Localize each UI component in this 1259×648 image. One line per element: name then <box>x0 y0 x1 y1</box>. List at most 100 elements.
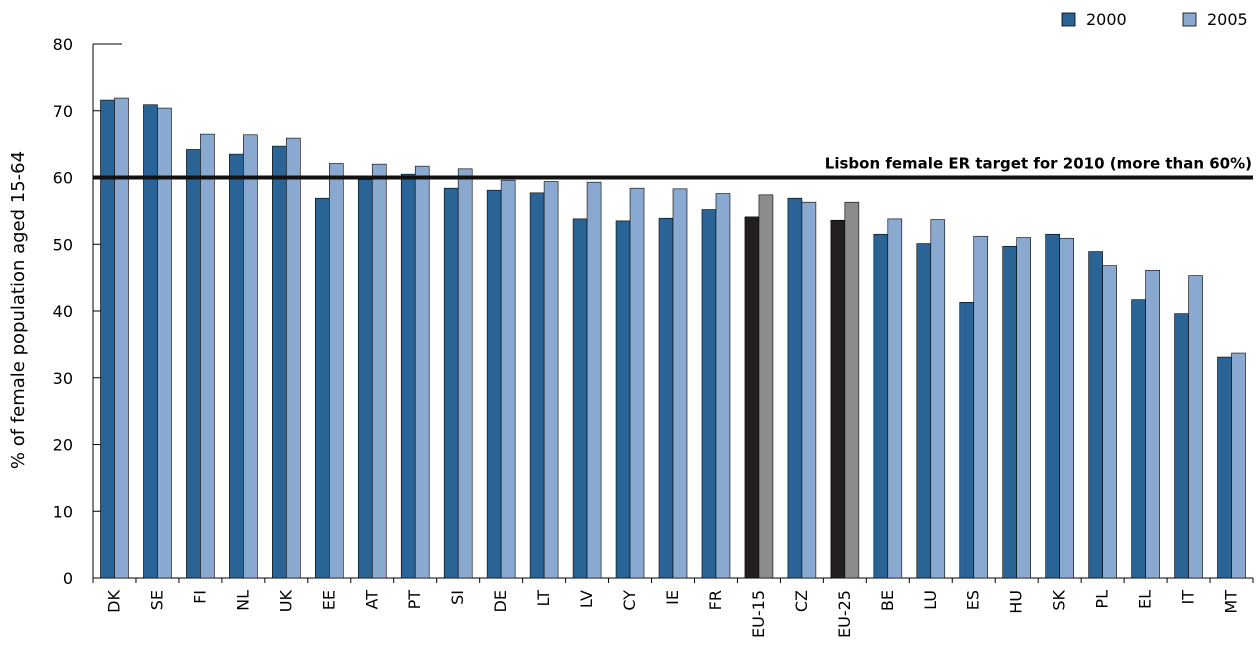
bar-BE-2005 <box>887 218 903 579</box>
bar-EL-2005 <box>1145 269 1160 579</box>
x-tick-label: SI <box>448 590 467 605</box>
x-tick-label: SK <box>1050 590 1069 611</box>
x-tick-label: PL <box>1093 590 1112 609</box>
bar-NL-2005 <box>243 134 258 579</box>
y-tick-label: 30 <box>53 369 73 388</box>
bar-LV-2005 <box>586 181 602 579</box>
y-tick-label: 40 <box>53 302 73 321</box>
bar-FI-2000 <box>186 149 201 579</box>
x-tick-label: IE <box>663 590 682 605</box>
bar-PL-2000 <box>1088 251 1103 579</box>
x-tick-label: HU <box>1007 590 1026 614</box>
bar-UK-2000 <box>272 145 287 579</box>
y-tick-label: 50 <box>53 235 73 254</box>
bars-layer <box>100 97 1246 579</box>
x-tick-label: PT <box>405 590 424 610</box>
bar-MT-2000 <box>1217 356 1232 579</box>
bar-LU-2000 <box>916 243 932 579</box>
x-tick-label: EL <box>1136 590 1155 609</box>
bar-MT-2005 <box>1231 352 1246 579</box>
y-tick-label: 0 <box>63 569 73 588</box>
y-tick-label: 60 <box>53 169 73 188</box>
bar-IT-2005 <box>1188 275 1203 579</box>
bar-EU-15-2005 <box>758 194 774 579</box>
bar-HU-2000 <box>1002 245 1018 579</box>
x-tick-label: ES <box>964 590 983 610</box>
bar-DE-2005 <box>500 179 516 579</box>
bar-NL-2000 <box>229 153 244 579</box>
bar-UK-2005 <box>286 137 301 579</box>
bar-EU-25-2000 <box>830 219 846 579</box>
labels-layer: 0 10 20 30 40 50 60 70 80 DK SE FI NL UK EE AT PT SI DE LT L… <box>53 35 1241 638</box>
y-axis-title: % of female population aged 15-64 <box>8 151 29 469</box>
x-tick-label: UK <box>276 589 295 612</box>
x-tick-label: BE <box>878 590 897 611</box>
x-tick-label: EU-15 <box>749 590 768 638</box>
bar-ES-2005 <box>973 235 989 579</box>
y-tick-label: 70 <box>53 102 73 121</box>
legend-label-2005: 2005 <box>1207 10 1248 29</box>
legend-swatch-2000 <box>1061 12 1076 27</box>
x-tick-label: FI <box>190 590 209 604</box>
x-tick-label: EE <box>319 590 338 610</box>
reference-layer: Lisbon female ER target for 2010 (more t… <box>93 155 1253 180</box>
bar-EE-2000 <box>314 197 330 579</box>
bar-PT-2000 <box>400 173 416 579</box>
bar-IE-2005 <box>672 188 688 579</box>
y-tick-label: 80 <box>53 35 73 54</box>
bar-CZ-2000 <box>787 197 803 579</box>
x-tick-label: AT <box>362 590 381 610</box>
legend-swatch-2005 <box>1182 12 1197 27</box>
bar-DK-2005 <box>114 97 129 579</box>
bar-EE-2005 <box>328 163 344 579</box>
x-tick-label: LU <box>921 590 940 610</box>
bar-EU-15-2000 <box>744 216 760 579</box>
bar-LT-2000 <box>529 192 545 579</box>
x-tick-label: CY <box>620 590 639 611</box>
bar-BE-2000 <box>873 233 889 579</box>
bar-HU-2005 <box>1016 237 1032 579</box>
bar-SI-2000 <box>443 187 459 579</box>
bar-IE-2000 <box>658 217 674 579</box>
bar-SK-2005 <box>1059 237 1074 579</box>
bar-SE-2005 <box>157 107 172 579</box>
bar-EU-25-2005 <box>844 201 860 579</box>
y-tick-label: 20 <box>53 436 73 455</box>
x-tick-label: CZ <box>792 590 811 612</box>
bar-CZ-2005 <box>801 201 817 579</box>
x-tick-label: MT <box>1222 590 1241 614</box>
x-tick-label: DK <box>104 589 123 612</box>
legend-label-2000: 2000 <box>1086 10 1127 29</box>
bar-PL-2005 <box>1102 265 1117 579</box>
bar-FR-2005 <box>715 193 731 579</box>
bar-AT-2005 <box>371 163 387 579</box>
x-tick-label: IT <box>1179 590 1198 605</box>
bar-SK-2000 <box>1045 233 1060 579</box>
x-tick-label: SE <box>147 590 166 610</box>
bar-LU-2005 <box>930 219 946 579</box>
bar-FI-2005 <box>200 133 215 579</box>
reference-line-label: Lisbon female ER target for 2010 (more t… <box>825 155 1252 173</box>
bar-PT-2005 <box>414 165 430 579</box>
x-tick-label: LT <box>534 590 553 607</box>
y-tick-label: 10 <box>53 502 73 521</box>
bar-SI-2005 <box>457 168 473 579</box>
legend: 2000 2005 <box>1061 10 1248 29</box>
x-tick-label: DE <box>491 590 510 612</box>
bar-ES-2000 <box>959 302 975 579</box>
x-tick-label: FR <box>706 590 725 610</box>
x-tick-label: NL <box>233 590 252 611</box>
bar-LV-2000 <box>572 218 588 579</box>
x-tick-label: LV <box>577 590 596 608</box>
bar-CY-2005 <box>629 187 645 579</box>
bar-FR-2000 <box>701 209 717 579</box>
bar-IT-2000 <box>1174 313 1189 579</box>
bar-LT-2005 <box>543 181 559 579</box>
bar-DE-2000 <box>486 189 502 579</box>
bar-DK-2000 <box>100 99 115 579</box>
bar-EL-2000 <box>1131 299 1146 579</box>
bar-AT-2000 <box>357 179 373 579</box>
bar-CY-2000 <box>615 220 631 579</box>
x-tick-label: EU-25 <box>835 590 854 638</box>
